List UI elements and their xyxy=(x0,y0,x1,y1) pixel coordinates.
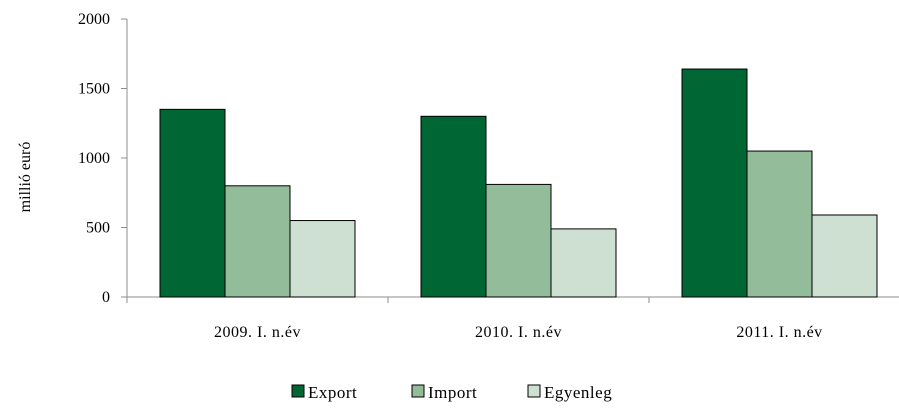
legend-swatch-import xyxy=(411,384,425,398)
legend-label-export: Export xyxy=(308,383,357,402)
bar-import-1 xyxy=(224,185,291,298)
bar-export-1 xyxy=(159,108,226,298)
bars xyxy=(159,68,878,298)
x-tick-label: 2011. I. n.év xyxy=(736,324,822,341)
bar-import-2 xyxy=(485,183,552,298)
y-tick-label: 2000 xyxy=(78,11,110,28)
bar-egyenleg-3 xyxy=(811,214,878,298)
bar-export-2 xyxy=(420,115,487,298)
y-tick-label: 0 xyxy=(102,289,110,306)
legend-swatch-export xyxy=(291,384,305,398)
legend-swatch-egyenleg xyxy=(527,384,541,398)
bar-egyenleg-1 xyxy=(289,220,356,298)
bar-export-3 xyxy=(681,68,748,298)
bar-egyenleg-2 xyxy=(550,228,617,298)
bar-import-3 xyxy=(746,150,813,298)
legend-label-egyenleg: Egyenleg xyxy=(544,383,612,402)
x-axis: 2009. I. n.év 2010. I. n.év 2011. I. n.év xyxy=(126,296,899,341)
y-axis-label: millió euró xyxy=(17,142,34,213)
y-tick-label: 1000 xyxy=(78,150,110,167)
legend: Export Import Egyenleg xyxy=(291,383,612,402)
legend-label-import: Import xyxy=(428,383,477,402)
y-axis: 0 500 1000 1500 2000 xyxy=(78,11,128,306)
y-tick-label: 1500 xyxy=(78,81,110,98)
y-tick-label: 500 xyxy=(86,220,110,237)
x-tick-label: 2010. I. n.év xyxy=(475,324,562,341)
x-tick-label: 2009. I. n.év xyxy=(214,324,301,341)
